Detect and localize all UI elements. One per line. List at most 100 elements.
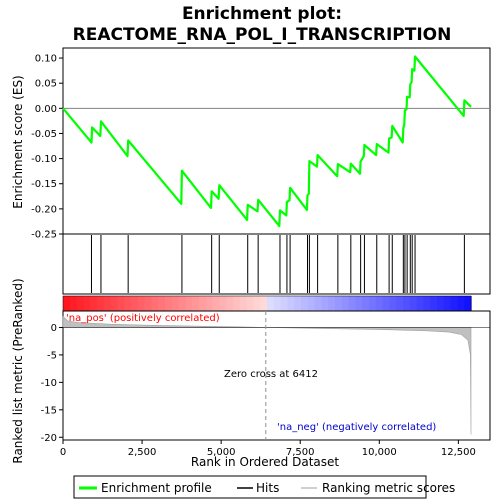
- color-bar-segment: [219, 296, 227, 311]
- color-bar-segment: [90, 296, 98, 311]
- legend-metric-label: Ranking metric scores: [322, 481, 455, 495]
- color-bar-segment: [287, 296, 295, 311]
- color-bar-segment: [76, 296, 85, 311]
- es-y-tick-label: 0.05: [35, 79, 57, 90]
- es-y-tick-label: -0.05: [31, 129, 57, 140]
- neg-correlated-label: 'na_neg' (negatively correlated): [277, 422, 436, 433]
- color-bar-segment: [158, 296, 166, 311]
- color-bar-segment: [205, 296, 214, 311]
- color-bar-segment: [253, 296, 261, 311]
- hits-frame: [62, 233, 491, 295]
- color-bar-segment: [335, 296, 343, 311]
- color-bar-segment: [396, 296, 404, 311]
- metric-frame: [62, 310, 491, 441]
- color-bar-segment: [375, 296, 384, 311]
- color-bar-segment: [314, 296, 323, 311]
- x-tick-label: 2,500: [128, 447, 157, 458]
- es-panel: -0.25 -0.20 -0.15 -0.10 -0.05 0.00 0.05 0.10: [31, 47, 491, 241]
- legend: Enrichment profile Hits Ranking metric s…: [73, 475, 455, 499]
- color-bar-segment: [416, 296, 425, 311]
- color-bar-segment: [83, 296, 91, 311]
- color-bar-segment: [369, 296, 377, 311]
- color-bar-segment: [423, 296, 431, 311]
- color-bar-segment: [212, 296, 221, 311]
- color-bar-segment: [246, 296, 255, 311]
- color-bar-segment: [124, 296, 132, 311]
- metric-y-tick-label: -5: [47, 350, 57, 361]
- x-tick-label: 5,000: [207, 447, 236, 458]
- color-bar-segment: [63, 296, 71, 311]
- color-bar-segment: [389, 296, 397, 311]
- x-tick-label: 7,500: [286, 447, 315, 458]
- color-bar-segment: [437, 296, 445, 311]
- color-bar-segment: [185, 296, 193, 311]
- es-y-axis-label: Enrichment score (ES): [11, 75, 25, 208]
- color-bar-segment: [403, 296, 411, 311]
- color-bar-segment: [450, 296, 459, 311]
- enrichment-profile-line: [62, 55, 472, 228]
- metric-y-tick-label: -15: [41, 405, 57, 416]
- color-bar-segment: [69, 296, 78, 311]
- zero-cross-label: Zero cross at 6412: [224, 369, 318, 380]
- es-y-tick-label: -0.10: [31, 154, 57, 165]
- color-bar-segment: [328, 296, 336, 311]
- metric-y-tick-label: -10: [41, 378, 57, 389]
- legend-hits-label: Hits: [256, 481, 279, 495]
- color-bar-segment: [226, 296, 234, 311]
- color-bar-segment: [117, 296, 125, 311]
- x-axis-label: Rank in Ordered Dataset: [191, 455, 339, 469]
- color-bar-segment: [457, 296, 465, 311]
- color-bar-segment: [260, 296, 268, 311]
- color-bar-segment: [301, 296, 309, 311]
- color-bar-segment: [430, 296, 438, 311]
- ranking-color-bar: [62, 295, 472, 312]
- color-bar-segment: [341, 296, 350, 311]
- hits-panel: [62, 233, 491, 295]
- es-y-tick-label: -0.25: [31, 230, 57, 241]
- color-bar-segment: [362, 296, 370, 311]
- chart-title-line-1: Enrichment plot:: [182, 4, 342, 24]
- color-bar-segment: [409, 296, 418, 311]
- color-bar-segment: [178, 296, 187, 311]
- color-bar-segment: [294, 296, 302, 311]
- color-bar-segment: [192, 296, 200, 311]
- color-bar-segment: [273, 296, 282, 311]
- color-bar-segment: [464, 296, 472, 311]
- es-y-tick-label: -0.20: [31, 204, 57, 215]
- x-tick-label: 12,500: [441, 447, 476, 458]
- metric-y-tick-label: -20: [41, 433, 57, 444]
- color-bar-segment: [239, 296, 248, 311]
- color-bar-segment: [144, 296, 153, 311]
- color-bar-segment: [307, 296, 316, 311]
- metric-y-axis-label: Ranked list metric (PreRanked): [11, 278, 25, 463]
- color-bar-segment: [355, 296, 363, 311]
- color-bar-segment: [151, 296, 159, 311]
- x-tick-label: 0: [60, 447, 66, 458]
- color-bar-segment: [280, 296, 289, 311]
- color-bar-segment: [267, 296, 275, 311]
- color-bar-segment: [171, 296, 180, 311]
- color-bar-segment: [137, 296, 146, 311]
- color-bar-segment: [110, 296, 119, 311]
- color-bar-segment: [382, 296, 391, 311]
- es-y-tick-label: -0.15: [31, 179, 57, 190]
- legend-enrichment-label: Enrichment profile: [101, 481, 212, 495]
- color-bar-segment: [443, 296, 452, 311]
- color-bar-segment: [321, 296, 329, 311]
- color-bar-segment: [131, 296, 139, 311]
- es-plot-frame: [62, 47, 491, 235]
- color-bar-segment: [165, 296, 173, 311]
- es-y-tick-label: 0.00: [35, 104, 57, 115]
- legend-frame: [73, 475, 427, 499]
- metric-y-tick-label: 0: [51, 323, 57, 334]
- color-bar-segment: [103, 296, 112, 311]
- color-bar-segment: [97, 296, 105, 311]
- ranked-metric-panel: 0-5-10-15-200 2,500 5,000 7,500 10,000 12,500: [41, 310, 491, 458]
- ranking-metric-area: [62, 315, 472, 435]
- color-bar-segment: [233, 296, 241, 311]
- color-bar-segment: [199, 296, 207, 311]
- es-y-tick-label: 0.10: [35, 54, 57, 65]
- x-tick-label: 10,000: [362, 447, 397, 458]
- chart-title-line-2: REACTOME_RNA_POL_I_TRANSCRIPTION: [73, 25, 452, 45]
